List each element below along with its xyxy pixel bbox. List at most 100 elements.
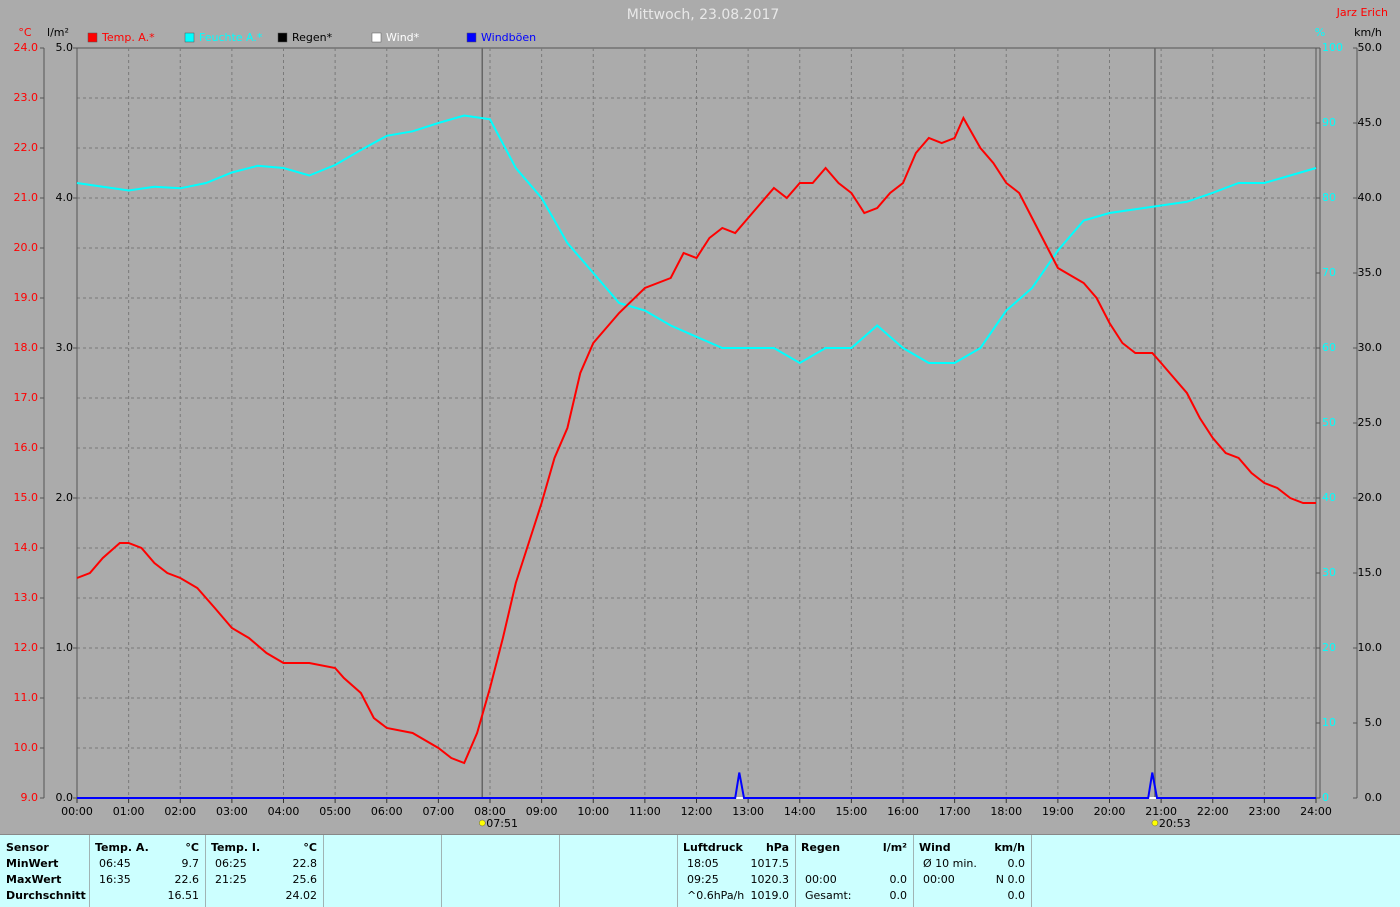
y-tick-label: 60 [1322, 341, 1336, 354]
x-tick-label: 06:00 [371, 805, 403, 818]
x-tick-label: 22:00 [1197, 805, 1229, 818]
y-tick-label: 50.0 [1358, 41, 1383, 54]
x-tick-label: 13:00 [732, 805, 764, 818]
author: Jarz Erich [1336, 6, 1388, 19]
y-tick-label: 90 [1322, 116, 1336, 129]
legend-key [466, 32, 477, 43]
row-label: MaxWert [6, 873, 62, 886]
column-separator [559, 835, 560, 907]
y-tick-label: 50 [1322, 416, 1336, 429]
y-tick-label: 18.0 [14, 341, 39, 354]
y-tick-label: 45.0 [1358, 116, 1383, 129]
y-tick-label: 13.0 [14, 591, 39, 604]
y-tick-label: 11.0 [14, 691, 39, 704]
sun-icon [479, 819, 486, 827]
cell-time: ^0.6hPa/h [687, 889, 745, 902]
cell-value: 0.0 [1007, 889, 1026, 902]
x-tick-label: 05:00 [319, 805, 351, 818]
x-tick-label: 21:00 [1145, 805, 1177, 818]
column-separator [795, 835, 796, 907]
group-unit: km/h [994, 841, 1025, 854]
group-header: Temp. A. [95, 841, 149, 854]
y-tick-label: 17.0 [14, 391, 39, 404]
y-tick-label: 35.0 [1358, 266, 1383, 279]
cell-value: 25.6 [292, 873, 318, 886]
row-label: Durchschnitt [6, 889, 86, 902]
table-header: Sensor [6, 841, 49, 854]
legend-label: Feuchte A.* [199, 31, 263, 44]
y-tick-label: 15.0 [1358, 566, 1383, 579]
y-tick-label: 70 [1322, 266, 1336, 279]
group-unit: °C [303, 841, 317, 854]
column-separator [205, 835, 206, 907]
y-tick-label: 5.0 [1365, 716, 1383, 729]
cell-value: N 0.0 [995, 873, 1025, 886]
y-tick-label: 24.0 [14, 41, 39, 54]
y-tick-label: 40.0 [1358, 191, 1383, 204]
cell-value: 1020.3 [750, 873, 790, 886]
y-tick-label: 4.0 [56, 191, 74, 204]
x-tick-label: 17:00 [939, 805, 971, 818]
legend-label: Temp. A.* [101, 31, 155, 44]
group-header: Wind [919, 841, 951, 854]
cell-value: 1017.5 [750, 857, 790, 870]
x-tick-label: 00:00 [61, 805, 93, 818]
cell-value: 16.51 [167, 889, 200, 902]
y-tick-label: 10 [1322, 716, 1336, 729]
x-tick-label: 15:00 [836, 805, 868, 818]
cell-time: 09:25 [687, 873, 719, 886]
x-tick-label: 03:00 [216, 805, 248, 818]
y-tick-label: 30.0 [1358, 341, 1383, 354]
y-tick-label: 3.0 [56, 341, 74, 354]
group-header: Temp. I. [211, 841, 261, 854]
y-tick-label: 80 [1322, 191, 1336, 204]
y-tick-label: 20.0 [1358, 491, 1383, 504]
y-tick-label: 9.0 [21, 791, 39, 804]
cell-time: 16:35 [99, 873, 131, 886]
column-separator [89, 835, 90, 907]
y-tick-label: 100 [1322, 41, 1343, 54]
cell-time: 00:00 [805, 873, 837, 886]
cell-value: 0.0 [889, 873, 908, 886]
column-separator [677, 835, 678, 907]
legend-key [87, 32, 98, 43]
x-tick-label: 14:00 [784, 805, 816, 818]
axis-unit: % [1315, 26, 1325, 39]
group-unit: °C [185, 841, 199, 854]
sun-time: 07:51 [486, 817, 518, 830]
x-tick-label: 24:00 [1300, 805, 1332, 818]
x-tick-label: 08:00 [474, 805, 506, 818]
row-label: MinWert [6, 857, 59, 870]
column-separator [323, 835, 324, 907]
sun-time: 20:53 [1159, 817, 1191, 830]
cell-time: 06:25 [215, 857, 247, 870]
y-tick-label: 20.0 [14, 241, 39, 254]
y-tick-label: 0 [1322, 791, 1329, 804]
x-tick-label: 07:00 [423, 805, 455, 818]
sun-icon [1151, 819, 1159, 827]
legend-key [277, 32, 288, 43]
cell-value: 22.8 [292, 857, 318, 870]
series-line [76, 114, 1317, 365]
x-tick-label: 12:00 [681, 805, 713, 818]
cell-value: 0.0 [889, 889, 908, 902]
y-tick-label: 12.0 [14, 641, 39, 654]
group-unit: hPa [765, 841, 789, 854]
cell-time: 06:45 [99, 857, 131, 870]
series-line [76, 115, 1316, 765]
stats-table: Sensor MinWert MaxWert Durchschnitt Temp. A.… [0, 834, 1400, 907]
y-tick-label: 1.0 [56, 641, 74, 654]
legend-label: Windböen [481, 31, 536, 44]
chart-title: Mittwoch, 23.08.2017 [627, 7, 780, 23]
y-tick-label: 10.0 [1358, 641, 1383, 654]
y-tick-label: 2.0 [56, 491, 74, 504]
cell-time: Gesamt: [805, 889, 852, 902]
x-tick-label: 09:00 [526, 805, 558, 818]
axis-unit: °C [18, 26, 32, 39]
x-tick-label: 04:00 [268, 805, 300, 818]
y-tick-label: 10.0 [14, 741, 39, 754]
x-tick-label: 20:00 [1094, 805, 1126, 818]
y-tick-label: 0.0 [1365, 791, 1383, 804]
axis-unit: l/m² [47, 26, 69, 39]
